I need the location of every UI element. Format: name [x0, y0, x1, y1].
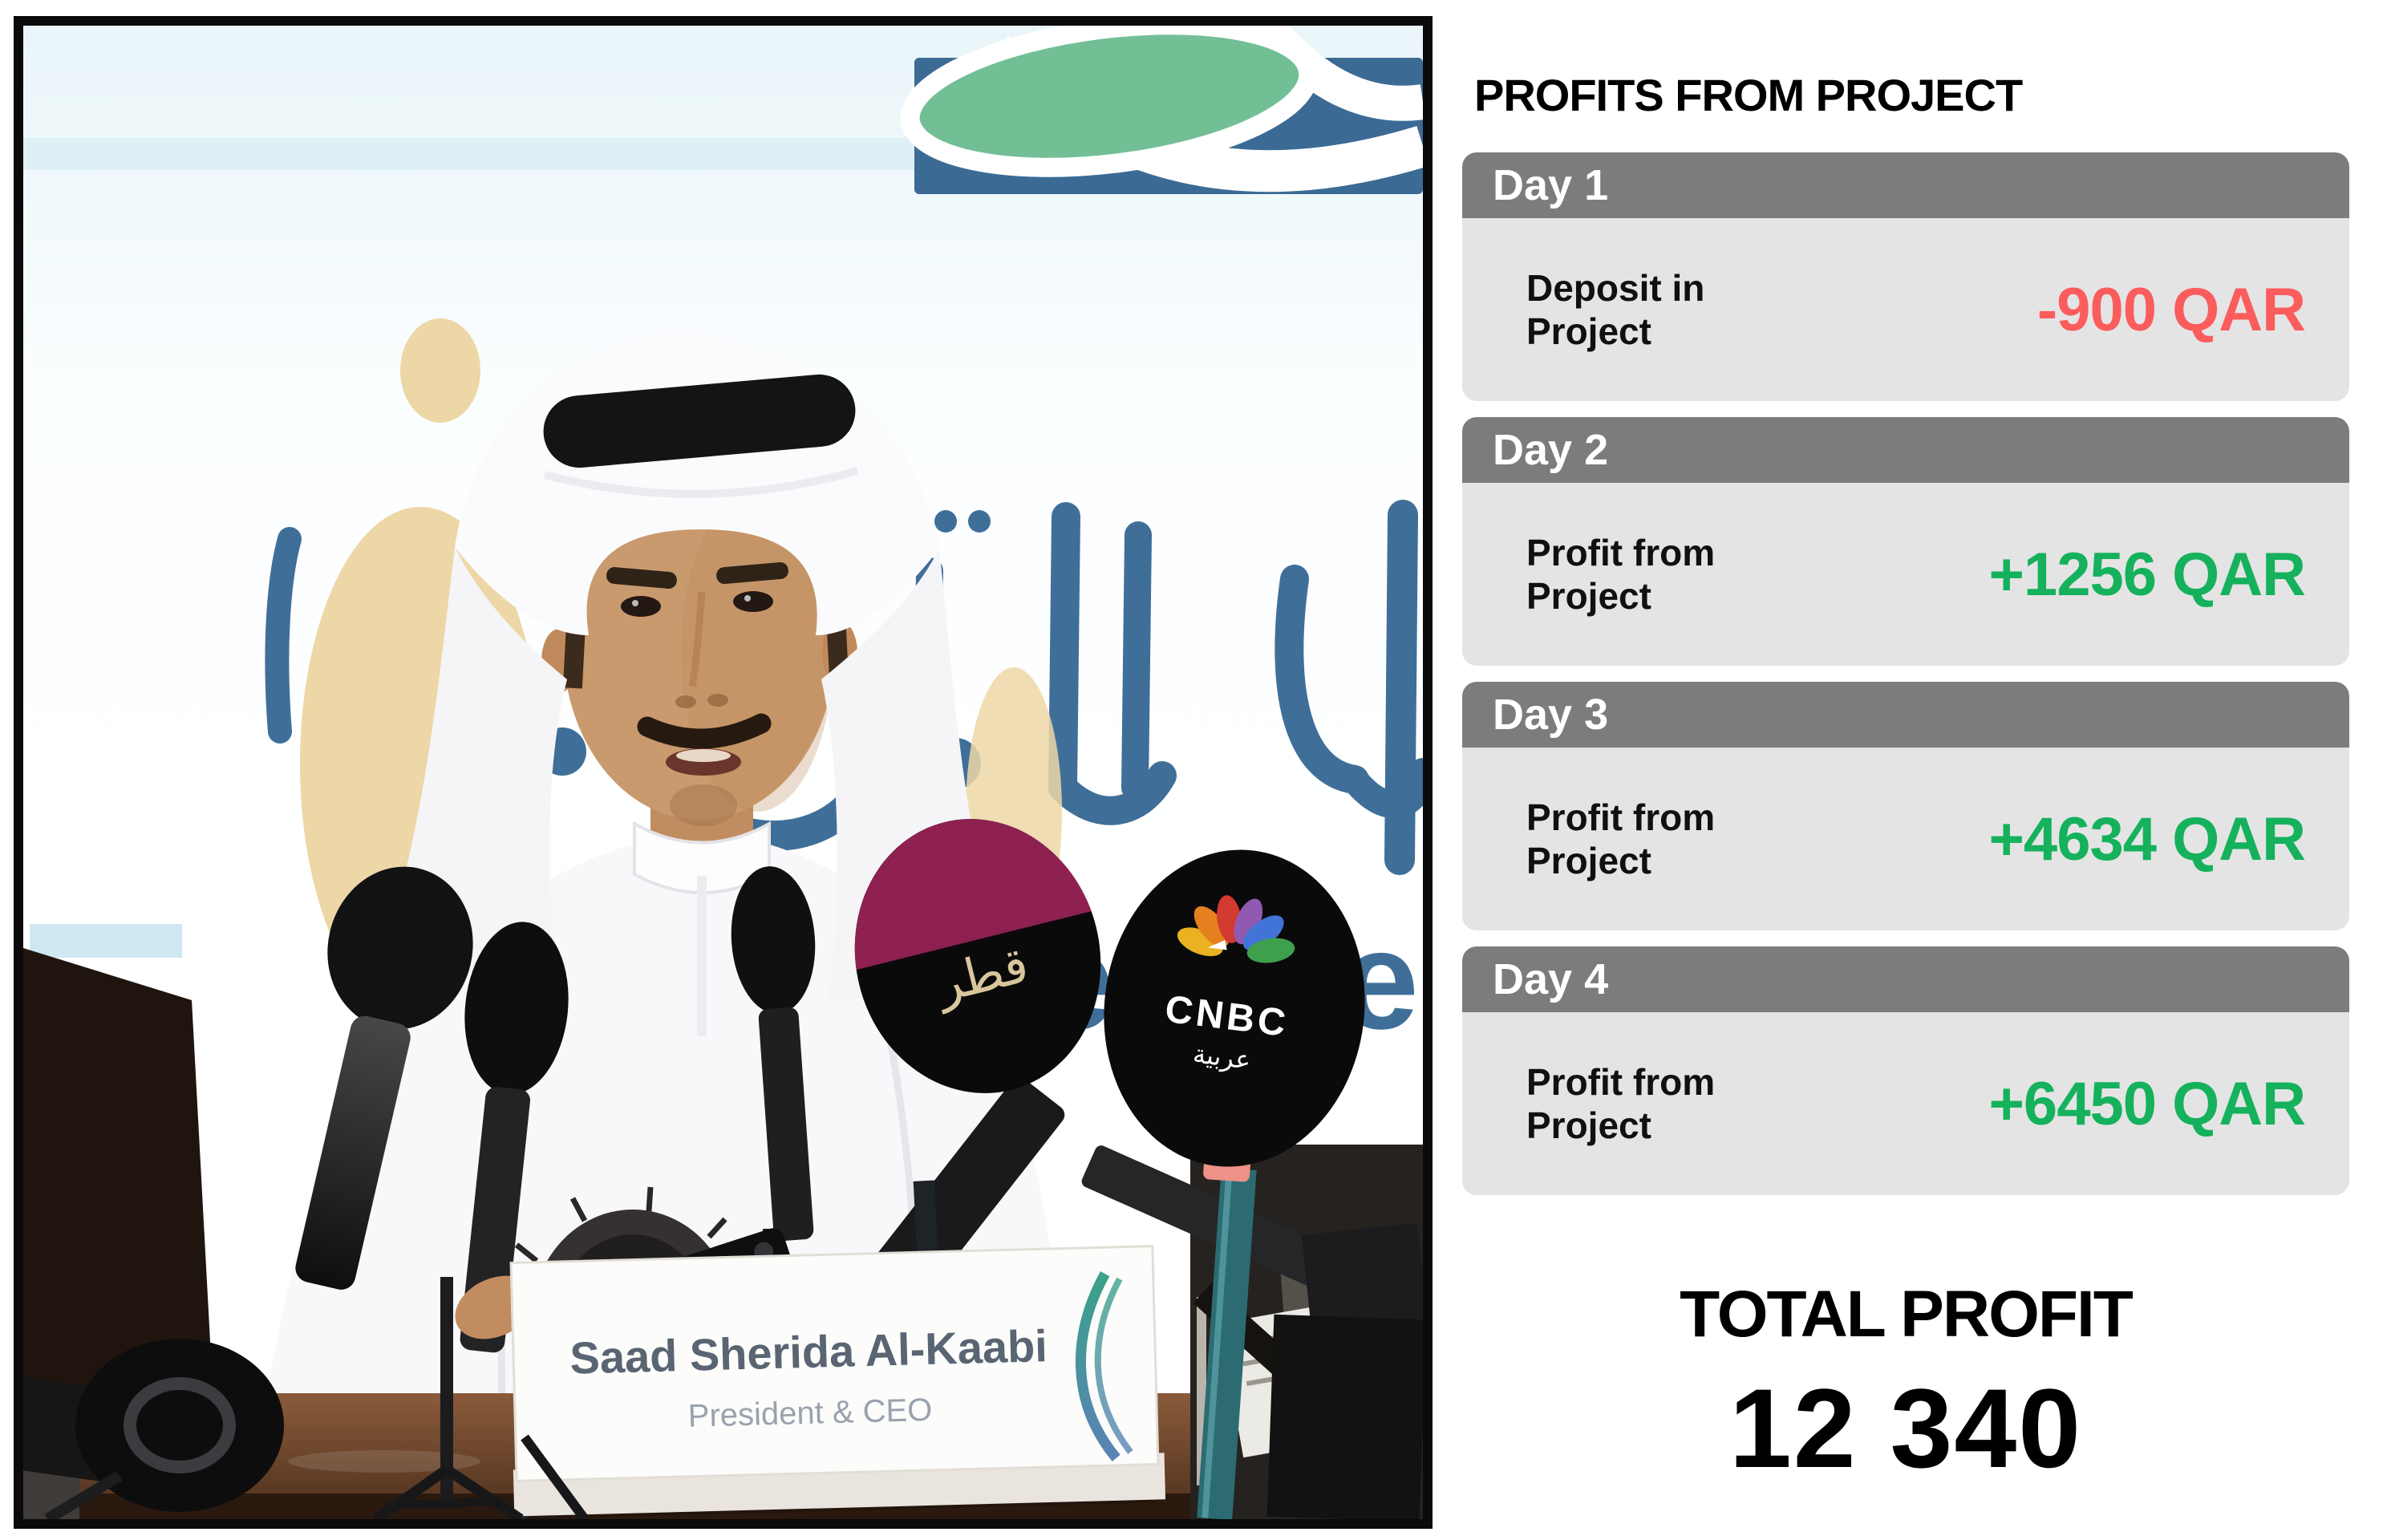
day-card-2-label-line2: Project: [1526, 575, 1651, 617]
nameplate: Saad Sherida Al-Kaabi President & CEO: [509, 1245, 1166, 1519]
day-card-3-header: Day 3: [1462, 682, 2349, 748]
day-card-3-label-line1: Profit from: [1526, 796, 1716, 838]
mustache: [637, 713, 772, 749]
day-cards: Day 1 Deposit in Project -900 QAR Day 2 …: [1462, 152, 2349, 1195]
day-card-4-title: Day 4: [1493, 955, 1609, 1003]
press-photo-scene: r Petrole: [23, 26, 1423, 1519]
cnbc-mic-stand: [1197, 1145, 1423, 1519]
day-card-1-label: Deposit in Project: [1526, 266, 1704, 354]
day-card-4-body: Profit from Project +6450 QAR: [1462, 1012, 2349, 1195]
day-card-2-header: Day 2: [1462, 417, 2349, 483]
day-card-4-header: Day 4: [1462, 946, 2349, 1012]
cnbc-mic-arabic-text: عربية: [1191, 1038, 1253, 1076]
day-card-4-label: Profit from Project: [1526, 1060, 1715, 1148]
day-card-1: Day 1 Deposit in Project -900 QAR: [1462, 152, 2349, 401]
day-card-1-title: Day 1: [1493, 161, 1609, 209]
day-card-1-body: Deposit in Project -900 QAR: [1462, 218, 2349, 401]
day-card-1-label-line1: Deposit in: [1526, 266, 1705, 309]
day-card-3-label: Profit from Project: [1526, 796, 1715, 883]
day-card-4-label-line2: Project: [1526, 1104, 1651, 1146]
day-card-2: Day 2 Profit from Project +1256 QAR: [1462, 417, 2349, 666]
day-card-2-label: Profit from Project: [1526, 531, 1715, 618]
day-card-3-value: +4634 QAR: [1988, 804, 2306, 873]
microphone-bottom-left: [23, 1339, 284, 1519]
day-card-2-title: Day 2: [1493, 426, 1609, 474]
microphone-black-left: [295, 866, 473, 1290]
nbc-peacock-icon: [1177, 895, 1295, 963]
profits-panel: PROFITS FROM PROJECT Day 1 Deposit in Pr…: [1462, 0, 2349, 1540]
agal-band: [543, 374, 856, 468]
total-profit-value: 12 340: [1728, 1365, 2083, 1491]
day-card-3-title: Day 3: [1493, 691, 1609, 739]
screen-streak-left: [30, 924, 182, 958]
day-card-3-label-line2: Project: [1526, 840, 1651, 881]
eye-left: [621, 596, 661, 617]
day-card-1-header: Day 1: [1462, 152, 2349, 218]
day-card-1-value: -900 QAR: [2036, 275, 2306, 344]
qatar-petroleum-logo: [900, 26, 1423, 194]
eyebrow-right: [716, 561, 788, 585]
day-card-2-label-line1: Profit from: [1526, 531, 1716, 573]
nameplate-swoosh: [1075, 1271, 1121, 1461]
eye-right: [733, 591, 773, 612]
total-profit: TOTAL PROFIT 12 340: [1462, 1277, 2349, 1493]
nameplate-title: President & CEO: [687, 1392, 933, 1434]
eyebrow-left: [606, 567, 677, 589]
nameplate-name: Saad Sherida Al-Kaabi: [569, 1320, 1048, 1384]
day-card-1-label-line2: Project: [1526, 310, 1651, 352]
day-card-4-value: +6450 QAR: [1988, 1069, 2306, 1138]
mic-tripods: [373, 1434, 589, 1519]
day-card-2-value: +1256 QAR: [1988, 540, 2306, 609]
qatar-tv-microphone: قطر: [854, 819, 1101, 1093]
cnbc-microphone: CNBC عربية: [1104, 849, 1365, 1167]
total-profit-label: TOTAL PROFIT: [1680, 1278, 2134, 1351]
day-card-4: Day 4 Profit from Project +6450 QAR: [1462, 946, 2349, 1195]
day-card-3-body: Profit from Project +4634 QAR: [1462, 748, 2349, 930]
microphone-black-right: [731, 866, 816, 1242]
day-card-3: Day 3 Profit from Project +4634 QAR: [1462, 682, 2349, 930]
panel-title: PROFITS FROM PROJECT: [1474, 70, 2023, 120]
press-photo: r Petrole: [14, 16, 1433, 1529]
day-card-2-body: Profit from Project +1256 QAR: [1462, 483, 2349, 666]
day-card-4-label-line1: Profit from: [1526, 1060, 1716, 1103]
